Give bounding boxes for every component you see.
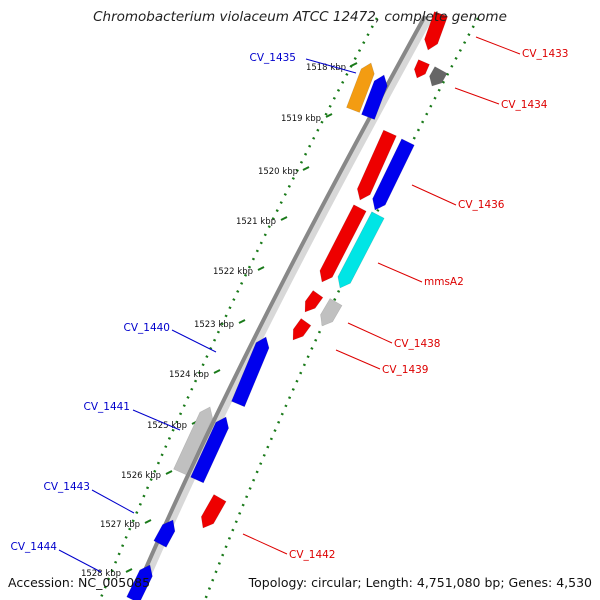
backbone-shadow [136, 18, 428, 600]
tick-label: 1523 kbp [194, 320, 234, 330]
gene-label-cv-1441: CV_1441 [84, 401, 131, 413]
tick-track-outer [205, 18, 478, 600]
gene-arrow-cv-1439 [293, 319, 311, 341]
tick-mark [145, 520, 151, 523]
topology-text: Topology: circular; Length: 4,751,080 bp… [249, 575, 592, 590]
tick-mark [281, 217, 287, 220]
tick-mark [126, 569, 132, 572]
tick-label: 1520 kbp [258, 167, 298, 177]
tick-mark [303, 167, 309, 170]
tick-label: 1519 kbp [281, 114, 321, 124]
gene-label-mmsa2-leader [378, 263, 422, 282]
gene-label-cv-1433: CV_1433 [522, 48, 569, 60]
gene-label-cv-1434-leader [455, 88, 499, 104]
gene-label-mmsa2: mmsA2 [424, 276, 464, 288]
tick-label: 1524 kbp [169, 370, 209, 380]
gene-label-cv-1442: CV_1442 [289, 549, 336, 561]
gene-label-cv-1443: CV_1443 [44, 481, 91, 493]
tick-mark [258, 267, 264, 270]
gene-arrow-cv-1438 [321, 299, 343, 327]
gene-label-cv-1440: CV_1440 [124, 322, 171, 334]
tick-mark [166, 471, 172, 474]
gene-label-cv-1434: CV_1434 [501, 99, 548, 111]
gene-label-cv-1439-leader [336, 350, 380, 369]
gene-label-cv-1442-leader [243, 534, 287, 554]
gene-label-cv-1440-leader [172, 330, 216, 352]
accession-text: Accession: NC_005085 [8, 575, 150, 590]
gene-label-cv-1435: CV_1435 [250, 52, 297, 64]
gene-label-cv-1438-leader [348, 323, 392, 343]
gene-label-cv-1436-leader [412, 185, 456, 205]
gene-label-cv-1439: CV_1439 [382, 364, 429, 376]
tick-label: 1522 kbp [213, 267, 253, 277]
gene-label-cv-1444: CV_1444 [11, 541, 58, 553]
gene-arrow-small [414, 60, 429, 78]
genome-title: Chromobacterium violaceum ATCC 12472, co… [0, 9, 600, 25]
tick-mark [351, 63, 357, 66]
gene-label-cv-1443-leader [92, 490, 134, 513]
tick-mark [239, 320, 245, 323]
gene-arrow-cv-1442 [201, 495, 226, 529]
gene-arrow-cv-1434 [430, 67, 448, 86]
tick-label: 1526 kbp [121, 471, 161, 481]
gene-label-cv-1438: CV_1438 [394, 338, 441, 350]
gene-label-cv-1433-leader [476, 37, 520, 54]
tick-label: 1521 kbp [236, 217, 276, 227]
gene-arrow-small [305, 291, 323, 313]
tick-label: 1525 kbp [147, 421, 187, 431]
gene-label-cv-1436: CV_1436 [458, 199, 505, 211]
tick-label: 1527 kbp [100, 520, 140, 530]
tick-mark [214, 370, 220, 373]
